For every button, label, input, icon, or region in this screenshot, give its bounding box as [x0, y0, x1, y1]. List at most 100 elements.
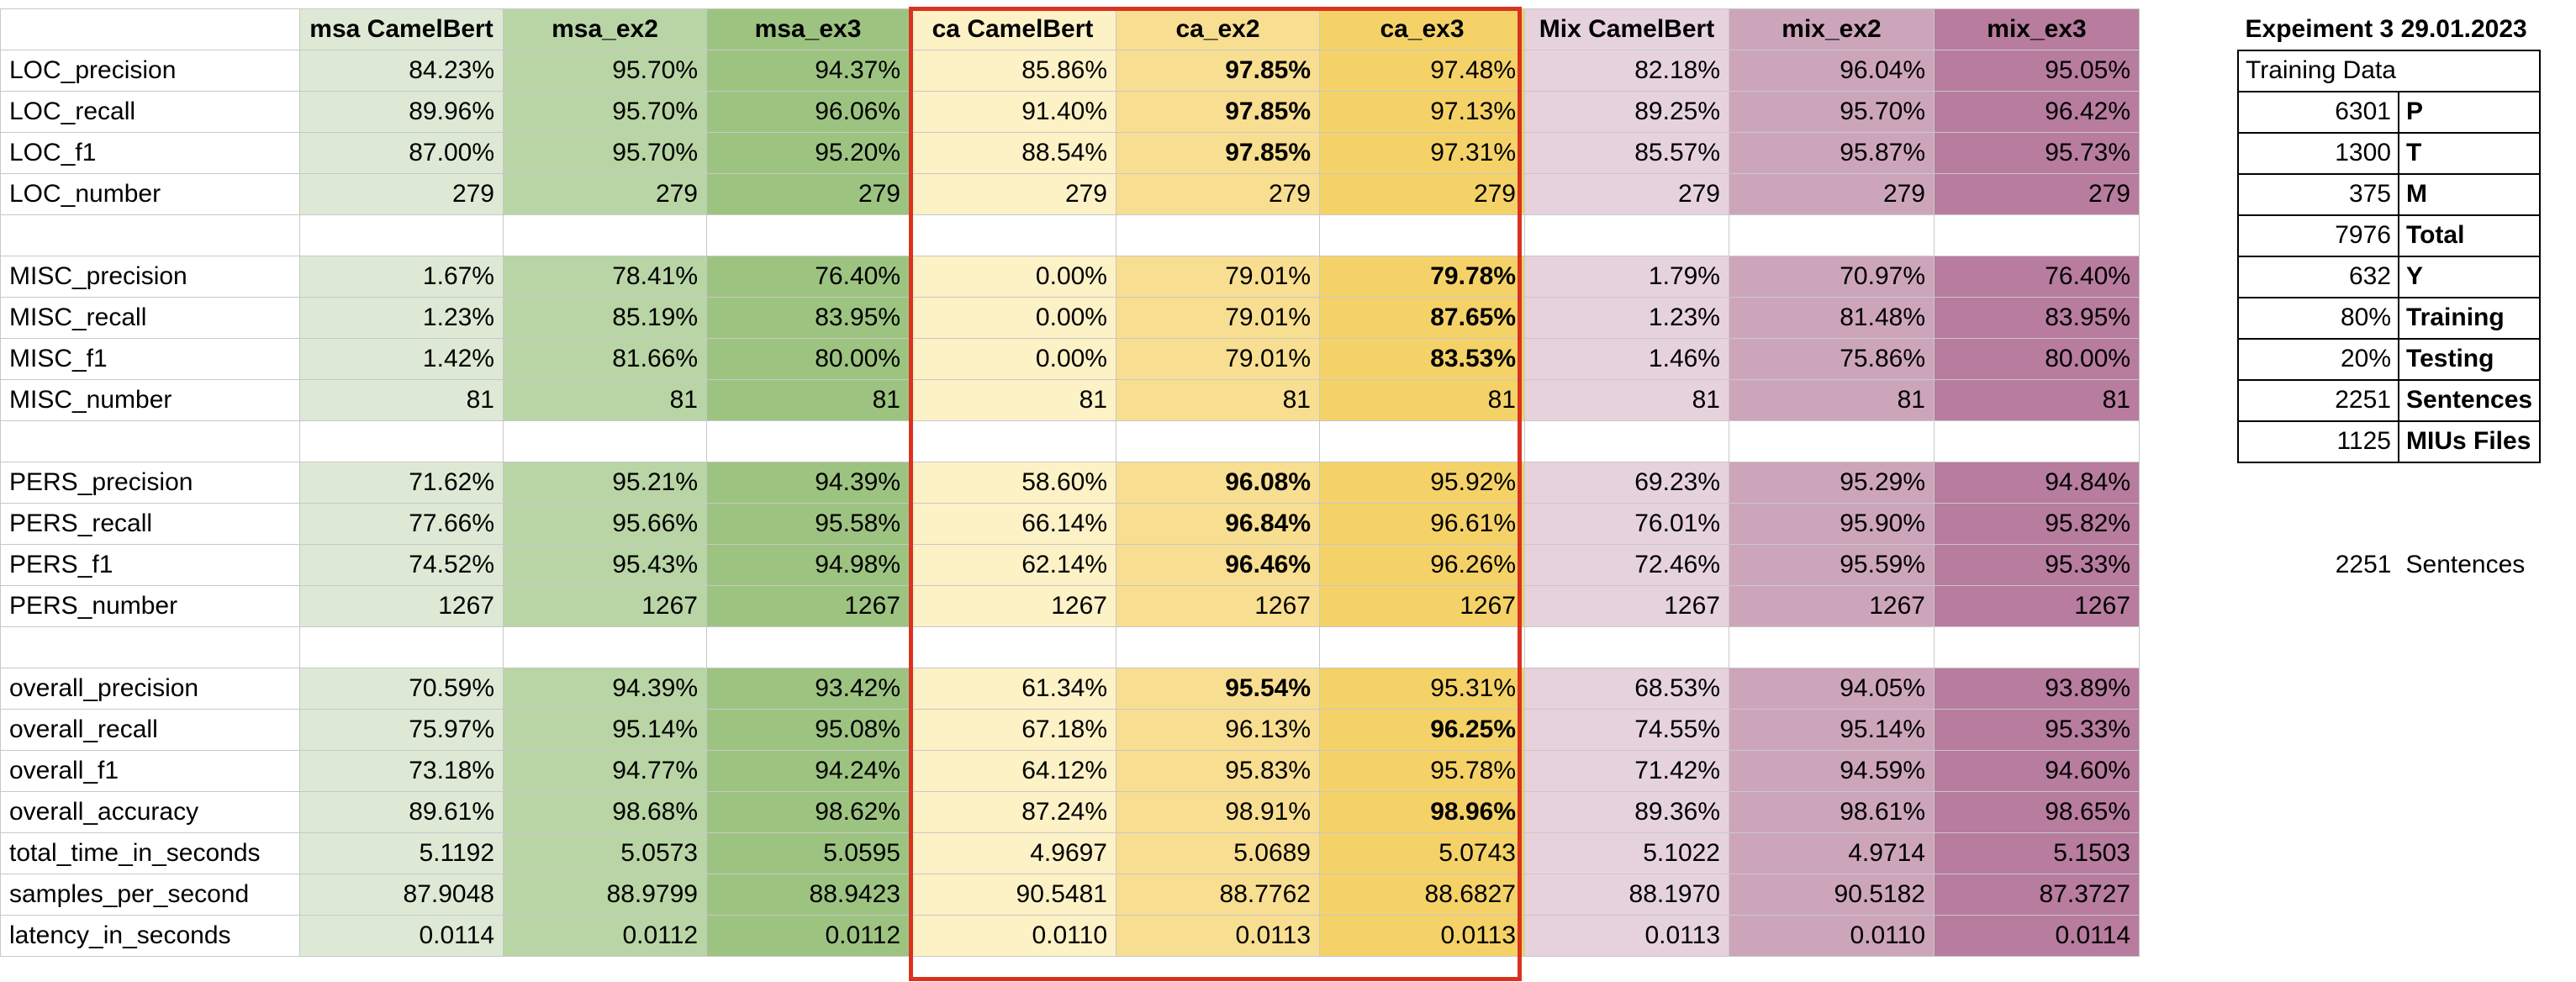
value-cell[interactable]: 94.60%: [1934, 750, 2140, 792]
empty-cell[interactable]: [2399, 462, 2540, 504]
info-label[interactable]: Testing: [2397, 337, 2542, 381]
value-cell[interactable]: 95.70%: [503, 91, 707, 133]
value-cell[interactable]: 95.05%: [1934, 50, 2140, 92]
value-cell[interactable]: 0.0113: [1524, 915, 1729, 957]
value-cell[interactable]: 1267: [1319, 585, 1525, 627]
value-cell[interactable]: 1267: [706, 585, 910, 627]
value-cell[interactable]: 81.66%: [503, 338, 707, 380]
row-label[interactable]: total_time_in_seconds: [0, 832, 300, 874]
value-cell[interactable]: 88.9799: [503, 874, 707, 916]
value-cell[interactable]: 1.42%: [299, 338, 504, 380]
value-cell[interactable]: 71.62%: [299, 462, 504, 504]
empty-cell[interactable]: [1116, 626, 1320, 668]
value-cell[interactable]: 78.41%: [503, 256, 707, 298]
value-cell[interactable]: 95.08%: [706, 709, 910, 751]
value-cell[interactable]: 72.46%: [1524, 544, 1729, 586]
footer-value[interactable]: 2251: [2335, 551, 2392, 578]
value-cell[interactable]: 70.97%: [1729, 256, 1935, 298]
column-header[interactable]: ca CamelBert: [909, 8, 1116, 50]
value-cell[interactable]: 0.0112: [503, 915, 707, 957]
footer-label[interactable]: Sentences: [2405, 551, 2526, 578]
value-cell[interactable]: 95.83%: [1116, 750, 1320, 792]
value-cell[interactable]: 94.84%: [1934, 462, 2140, 504]
info-label[interactable]: Sentences: [2397, 378, 2542, 422]
value-cell[interactable]: 95.21%: [503, 462, 707, 504]
row-label[interactable]: LOC_recall: [0, 91, 300, 133]
empty-cell[interactable]: [706, 420, 910, 462]
value-cell[interactable]: 4.9697: [909, 832, 1116, 874]
info-label[interactable]: Training: [2397, 296, 2542, 340]
value-cell[interactable]: 98.65%: [1934, 791, 2140, 833]
value-cell[interactable]: 81: [299, 379, 504, 421]
value-cell[interactable]: 95.73%: [1934, 132, 2140, 174]
value-cell[interactable]: 0.0114: [299, 915, 504, 957]
value-cell[interactable]: 77.66%: [299, 503, 504, 545]
value-cell[interactable]: 95.70%: [503, 50, 707, 92]
row-label[interactable]: PERS_f1: [0, 544, 300, 586]
row-label[interactable]: latency_in_seconds: [0, 915, 300, 957]
value-cell[interactable]: 1267: [1524, 585, 1729, 627]
value-cell[interactable]: 98.62%: [706, 791, 910, 833]
value-cell[interactable]: 79.01%: [1116, 256, 1320, 298]
value-cell[interactable]: 95.82%: [1934, 503, 2140, 545]
column-header[interactable]: msa_ex2: [503, 8, 707, 50]
empty-cell[interactable]: [1319, 214, 1525, 256]
value-cell[interactable]: 88.9423: [706, 874, 910, 916]
value-cell[interactable]: 1267: [299, 585, 504, 627]
value-cell[interactable]: 1267: [1116, 585, 1320, 627]
column-header[interactable]: mix_ex3: [1934, 8, 2140, 50]
empty-cell[interactable]: [1934, 626, 2140, 668]
info-value[interactable]: 6301: [2237, 90, 2399, 134]
value-cell[interactable]: 95.78%: [1319, 750, 1525, 792]
value-cell[interactable]: 1267: [909, 585, 1116, 627]
value-cell[interactable]: 87.3727: [1934, 874, 2140, 916]
value-cell[interactable]: 81: [1116, 379, 1320, 421]
value-cell[interactable]: 81: [503, 379, 707, 421]
value-cell[interactable]: 94.39%: [503, 668, 707, 710]
value-cell[interactable]: 97.13%: [1319, 91, 1525, 133]
value-cell[interactable]: 0.0110: [909, 915, 1116, 957]
value-cell[interactable]: 95.33%: [1934, 709, 2140, 751]
value-cell[interactable]: 279: [1934, 173, 2140, 215]
value-cell[interactable]: 96.84%: [1116, 503, 1320, 545]
value-cell[interactable]: 71.42%: [1524, 750, 1729, 792]
value-cell[interactable]: 96.61%: [1319, 503, 1525, 545]
value-cell[interactable]: 89.25%: [1524, 91, 1729, 133]
empty-cell[interactable]: [0, 420, 300, 462]
info-value[interactable]: 375: [2237, 172, 2399, 216]
value-cell[interactable]: 61.34%: [909, 668, 1116, 710]
value-cell[interactable]: 1.67%: [299, 256, 504, 298]
value-cell[interactable]: 95.66%: [503, 503, 707, 545]
value-cell[interactable]: 279: [299, 173, 504, 215]
info-label[interactable]: Y: [2397, 255, 2542, 298]
value-cell[interactable]: 66.14%: [909, 503, 1116, 545]
value-cell[interactable]: 5.1022: [1524, 832, 1729, 874]
value-cell[interactable]: 95.54%: [1116, 668, 1320, 710]
value-cell[interactable]: 81.48%: [1729, 297, 1935, 339]
value-cell[interactable]: 87.9048: [299, 874, 504, 916]
value-cell[interactable]: 95.14%: [503, 709, 707, 751]
value-cell[interactable]: 94.05%: [1729, 668, 1935, 710]
value-cell[interactable]: 79.01%: [1116, 338, 1320, 380]
row-label[interactable]: MISC_number: [0, 379, 300, 421]
empty-cell[interactable]: [1934, 420, 2140, 462]
value-cell[interactable]: 94.77%: [503, 750, 707, 792]
value-cell[interactable]: 279: [1729, 173, 1935, 215]
value-cell[interactable]: 0.0112: [706, 915, 910, 957]
value-cell[interactable]: 87.00%: [299, 132, 504, 174]
value-cell[interactable]: 88.6827: [1319, 874, 1525, 916]
value-cell[interactable]: 279: [1319, 173, 1525, 215]
value-cell[interactable]: 64.12%: [909, 750, 1116, 792]
value-cell[interactable]: 76.40%: [1934, 256, 2140, 298]
value-cell[interactable]: 0.00%: [909, 338, 1116, 380]
empty-cell[interactable]: [0, 626, 300, 668]
value-cell[interactable]: 88.7762: [1116, 874, 1320, 916]
value-cell[interactable]: 81: [1729, 379, 1935, 421]
row-label[interactable]: overall_accuracy: [0, 791, 300, 833]
empty-cell[interactable]: [1116, 214, 1320, 256]
row-label[interactable]: LOC_precision: [0, 50, 300, 92]
empty-cell[interactable]: [1319, 420, 1525, 462]
empty-cell[interactable]: [1524, 420, 1729, 462]
info-value[interactable]: 20%: [2237, 337, 2399, 381]
info-value[interactable]: 80%: [2237, 296, 2399, 340]
